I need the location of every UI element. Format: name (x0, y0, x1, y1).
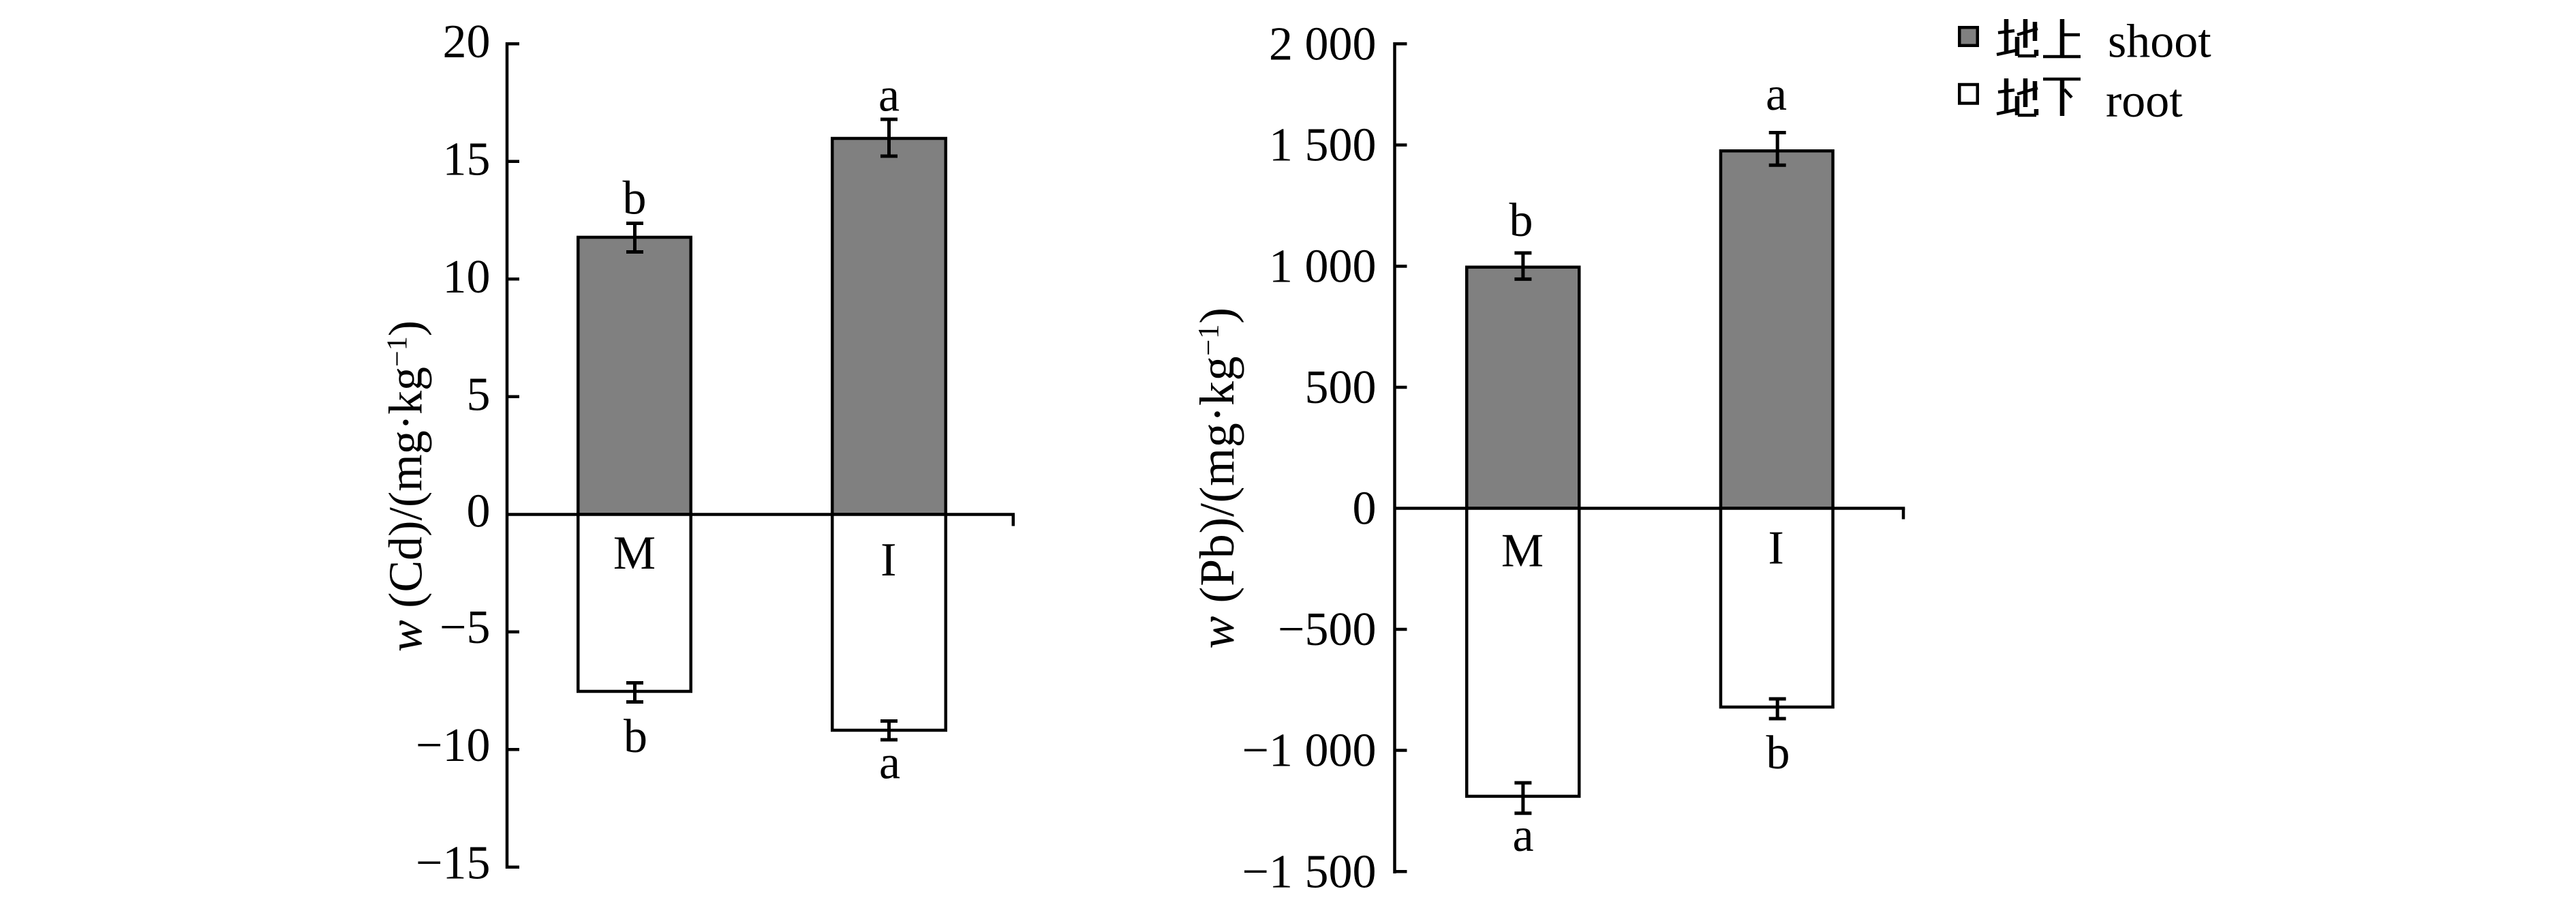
svg-text:−500: −500 (1278, 603, 1376, 656)
svg-text:root: root (2106, 75, 2183, 127)
svg-text:−10: −10 (416, 719, 490, 772)
svg-text:M: M (1501, 525, 1544, 578)
svg-text:1 000: 1 000 (1269, 241, 1377, 293)
svg-text:w (Pb)/(mg·kg−1): w (Pb)/(mg·kg−1) (1190, 307, 1244, 648)
svg-text:I: I (880, 534, 896, 586)
svg-text:15: 15 (443, 133, 491, 185)
svg-text:a: a (879, 737, 900, 790)
svg-text:5: 5 (467, 368, 491, 421)
svg-text:w (Cd)/(mg·kg−1): w (Cd)/(mg·kg−1) (380, 320, 433, 652)
svg-text:I: I (1768, 522, 1784, 574)
svg-text:M: M (613, 527, 656, 580)
svg-text:−5: −5 (440, 601, 490, 654)
svg-text:0: 0 (1353, 483, 1377, 535)
svg-text:a: a (878, 70, 900, 122)
svg-text:2 000: 2 000 (1269, 18, 1377, 70)
svg-text:0: 0 (467, 485, 491, 538)
svg-text:b: b (1509, 194, 1533, 247)
svg-text:a: a (1512, 809, 1533, 862)
svg-text:a: a (1766, 68, 1787, 121)
svg-text:−1 500: −1 500 (1242, 845, 1377, 898)
svg-text:500: 500 (1305, 361, 1377, 414)
svg-text:b: b (623, 172, 647, 225)
svg-text:10: 10 (443, 251, 491, 303)
svg-text:−15: −15 (416, 837, 490, 889)
svg-text:20: 20 (443, 16, 491, 68)
svg-text:−1 000: −1 000 (1242, 725, 1377, 777)
svg-text:b: b (624, 710, 647, 763)
svg-text:shoot: shoot (2108, 16, 2211, 68)
svg-text:b: b (1766, 727, 1790, 779)
svg-text:1 500: 1 500 (1269, 119, 1377, 172)
